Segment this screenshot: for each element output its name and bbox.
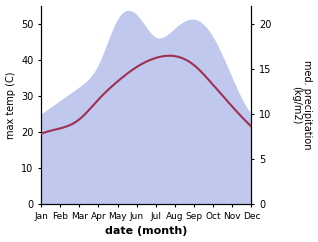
Y-axis label: max temp (C): max temp (C) xyxy=(5,71,16,139)
Y-axis label: med. precipitation
(kg/m2): med. precipitation (kg/m2) xyxy=(291,60,313,150)
X-axis label: date (month): date (month) xyxy=(105,227,187,236)
